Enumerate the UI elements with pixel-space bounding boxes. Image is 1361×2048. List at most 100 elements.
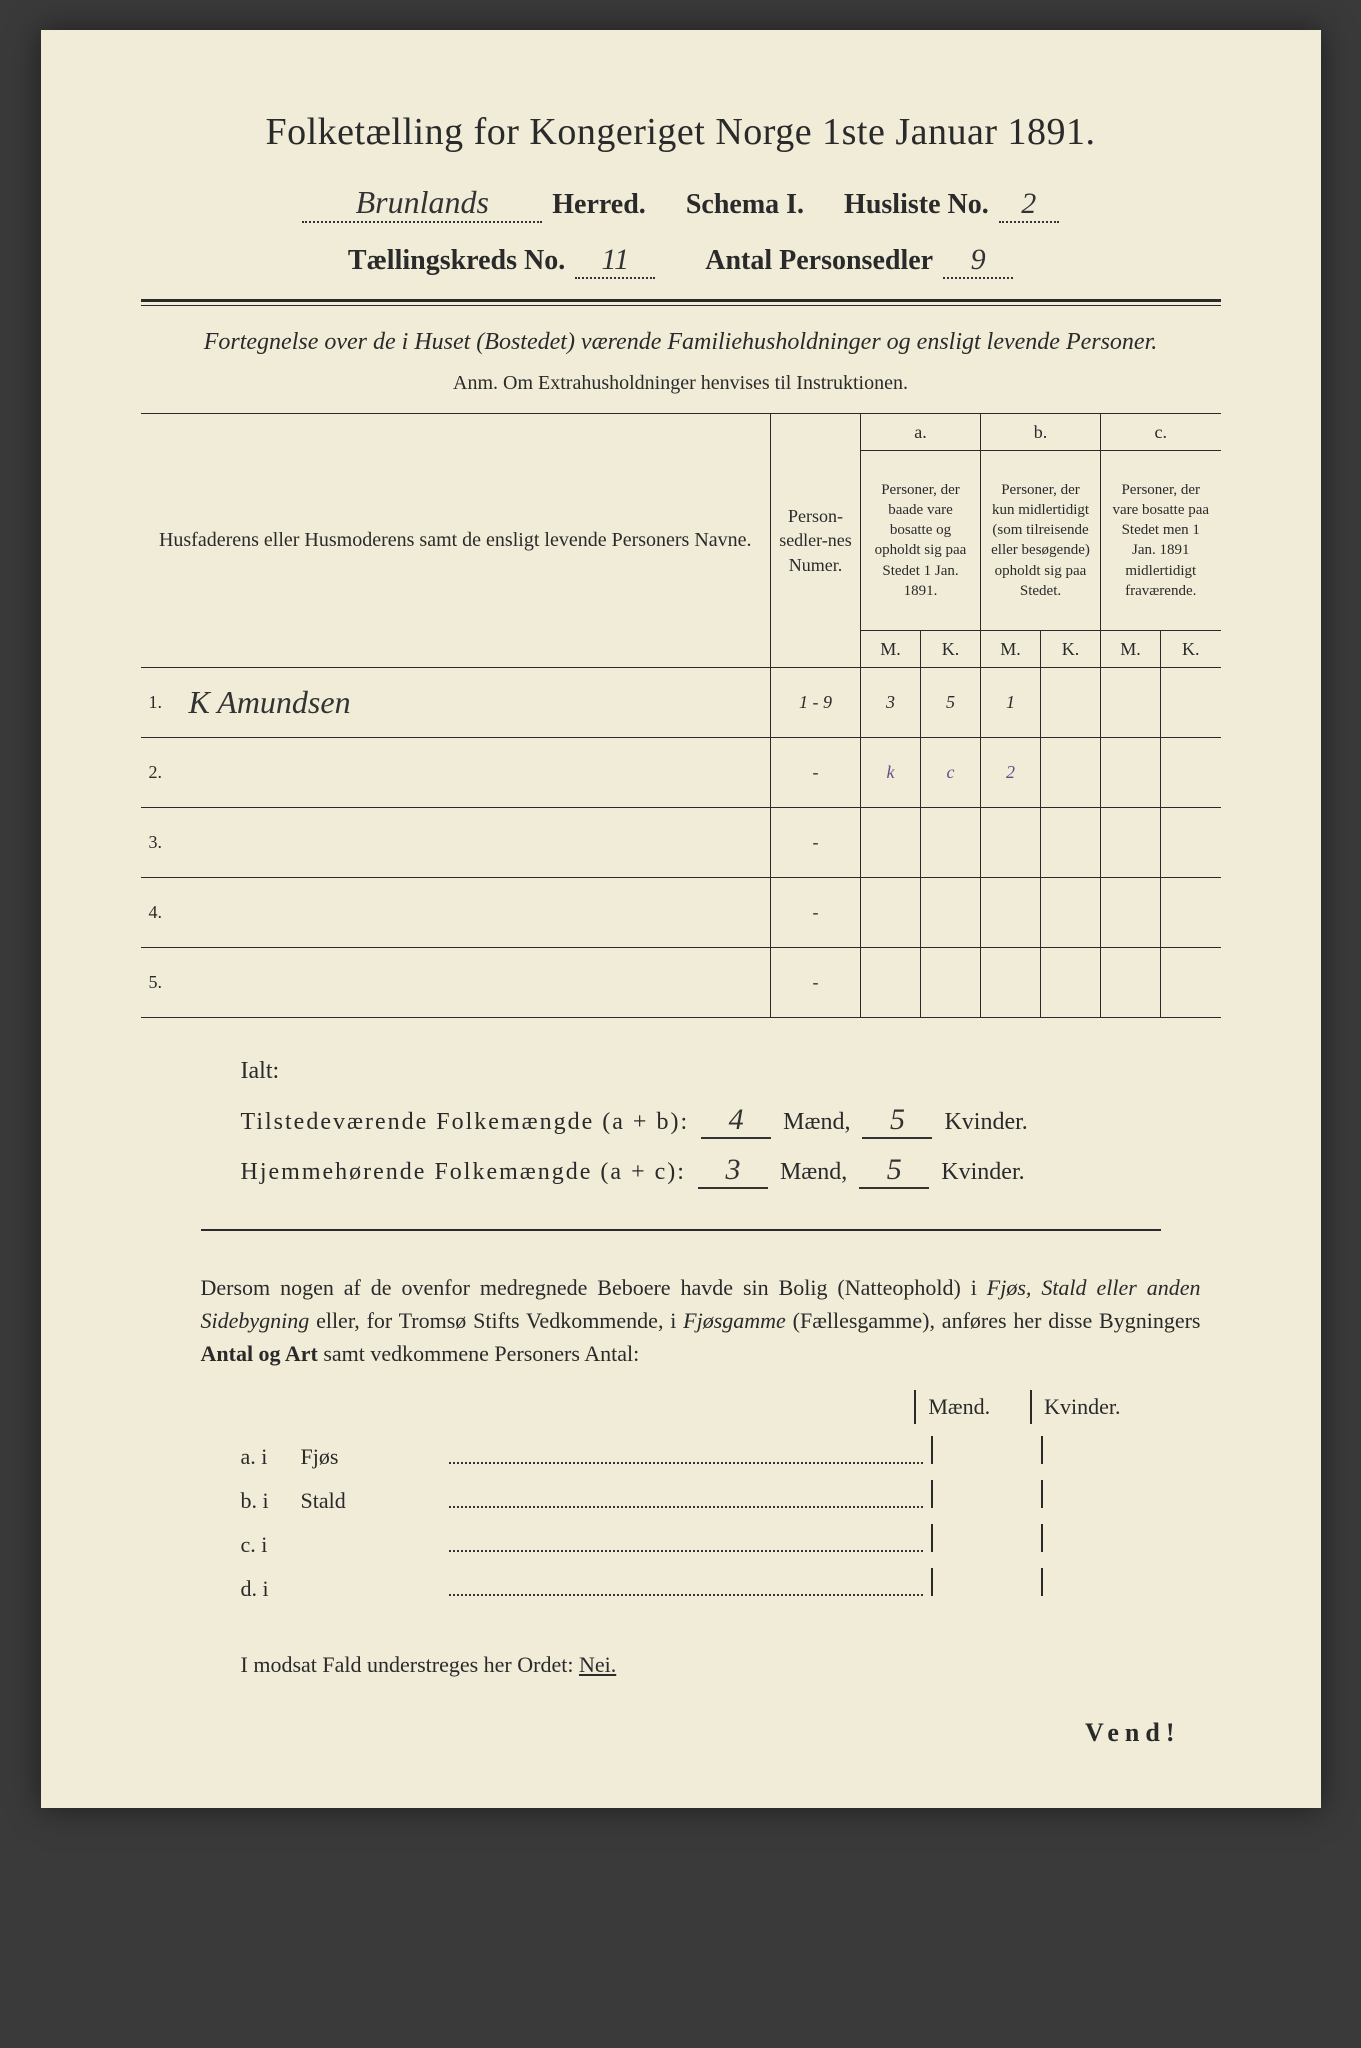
maend-label: Mænd, [783, 1109, 850, 1136]
c-m-cell [1101, 948, 1161, 1018]
building-kvinder-cell [1041, 1436, 1161, 1464]
a-m-cell [861, 808, 921, 878]
totals-block: Ialt: Tilstedeværende Folkemængde (a + b… [241, 1058, 1201, 1189]
col-a-m: M. [861, 630, 921, 667]
a-k-cell: 5 [921, 668, 981, 738]
c-m-cell [1101, 878, 1161, 948]
b-k-cell [1041, 948, 1101, 1018]
resident-kvinder-value: 5 [859, 1153, 929, 1189]
building-label: b. i [241, 1488, 301, 1514]
c-k-cell [1161, 668, 1221, 738]
col-c-m: M. [1101, 630, 1161, 667]
table-row: 4. - [141, 878, 1221, 948]
b-k-cell [1041, 668, 1101, 738]
building-maend-cell [931, 1436, 1041, 1464]
anm-note: Anm. Om Extrahusholdninger henvises til … [141, 372, 1221, 395]
b-m-cell [981, 808, 1041, 878]
a-m-cell: 3 [861, 668, 921, 738]
a-k-cell: c [921, 738, 981, 808]
present-maend-value: 4 [701, 1103, 771, 1139]
subtitle-text: Fortegnelse over de i Huset (Bostedet) v… [141, 326, 1221, 360]
row-number: 4. [141, 878, 181, 948]
maend-label-2: Mænd, [780, 1159, 847, 1186]
name-cell [181, 808, 771, 878]
c-m-cell [1101, 668, 1161, 738]
c-k-cell [1161, 948, 1221, 1018]
a-k-cell [921, 808, 981, 878]
c-k-cell [1161, 808, 1221, 878]
row-number: 2. [141, 738, 181, 808]
personsedler-field: 9 [943, 243, 1013, 279]
b-m-cell: 1 [981, 668, 1041, 738]
building-row: d. i [241, 1568, 1161, 1602]
name-cell [181, 948, 771, 1018]
census-form-page: Folketælling for Kongeriget Norge 1ste J… [41, 30, 1321, 1808]
resident-maend-value: 3 [698, 1153, 768, 1189]
building-row: b. i Stald [241, 1480, 1161, 1514]
nei-word: Nei. [579, 1652, 616, 1677]
building-name: Fjøs [301, 1444, 441, 1470]
building-row: c. i [241, 1524, 1161, 1558]
building-dots [449, 1442, 923, 1464]
col-c-top: c. [1101, 413, 1221, 450]
c-k-cell [1161, 738, 1221, 808]
kreds-field: 11 [575, 243, 655, 279]
col-b-top: b. [981, 413, 1101, 450]
husliste-label: Husliste No. [844, 189, 989, 221]
bottom-text: I modsat Fald understreges her Ordet: [241, 1652, 574, 1677]
herred-field: Brunlands [302, 184, 542, 223]
a-k-cell [921, 878, 981, 948]
buildings-table: Mænd. Kvinder. a. i Fjøs b. i Stald c. i… [241, 1390, 1161, 1602]
building-kvinder-cell [1041, 1568, 1161, 1596]
building-maend-cell [931, 1480, 1041, 1508]
household-table: Husfaderens eller Husmoderens samt de en… [141, 413, 1221, 1019]
col-names-header: Husfaderens eller Husmoderens samt de en… [141, 413, 771, 668]
buildings-mk-header: Mænd. Kvinder. [241, 1390, 1161, 1424]
building-row: a. i Fjøs [241, 1436, 1161, 1470]
c-m-cell [1101, 738, 1161, 808]
building-kvinder-cell [1041, 1480, 1161, 1508]
building-maend-cell [931, 1568, 1041, 1596]
totals-row-resident: Hjemmehørende Folkemængde (a + c): 3 Mæn… [241, 1153, 1201, 1189]
table-row: 2. - k c 2 [141, 738, 1221, 808]
table-row: 1. K Amundsen 1 - 9 3 5 1 [141, 668, 1221, 738]
b-k-cell [1041, 808, 1101, 878]
col-b-header: Personer, der kun midlertidigt (som tilr… [981, 450, 1101, 630]
b-m-cell [981, 878, 1041, 948]
b-k-cell [1041, 878, 1101, 948]
building-maend-cell [931, 1524, 1041, 1552]
a-m-cell [861, 878, 921, 948]
row-number: 5. [141, 948, 181, 1018]
building-label: d. i [241, 1576, 301, 1602]
row-number: 1. [141, 668, 181, 738]
col-a-k: K. [921, 630, 981, 667]
present-kvinder-value: 5 [862, 1103, 932, 1139]
sedler-cell: 1 - 9 [771, 668, 861, 738]
ialt-label: Ialt: [241, 1058, 1201, 1085]
schema-label: Schema I. [686, 189, 804, 221]
building-dots [449, 1530, 923, 1552]
building-label: c. i [241, 1532, 301, 1558]
sedler-cell: - [771, 738, 861, 808]
table-row: 5. - [141, 948, 1221, 1018]
husliste-field: 2 [999, 187, 1059, 223]
buildings-maend-header: Mænd. [914, 1390, 1030, 1424]
table-row: 3. - [141, 808, 1221, 878]
vend-label: Vend! [141, 1718, 1181, 1748]
c-k-cell [1161, 878, 1221, 948]
col-a-top: a. [861, 413, 981, 450]
col-b-m: M. [981, 630, 1041, 667]
kvinder-label: Kvinder. [944, 1109, 1027, 1136]
totals-row-present: Tilstedeværende Folkemængde (a + b): 4 M… [241, 1103, 1201, 1139]
personsedler-label: Antal Personsedler [705, 245, 933, 277]
divider-rule [141, 299, 1221, 306]
present-label: Tilstedeværende Folkemængde (a + b): [241, 1109, 690, 1136]
col-b-k: K. [1041, 630, 1101, 667]
bottom-statement: I modsat Fald understreges her Ordet: Ne… [241, 1652, 1221, 1678]
buildings-kvinder-header: Kvinder. [1030, 1390, 1160, 1424]
name-cell [181, 878, 771, 948]
col-c-header: Personer, der vare bosatte paa Stedet me… [1101, 450, 1221, 630]
paragraph-text: Dersom nogen af de ovenfor medregnede Be… [201, 1271, 1201, 1370]
sedler-cell: - [771, 948, 861, 1018]
building-dots [449, 1486, 923, 1508]
